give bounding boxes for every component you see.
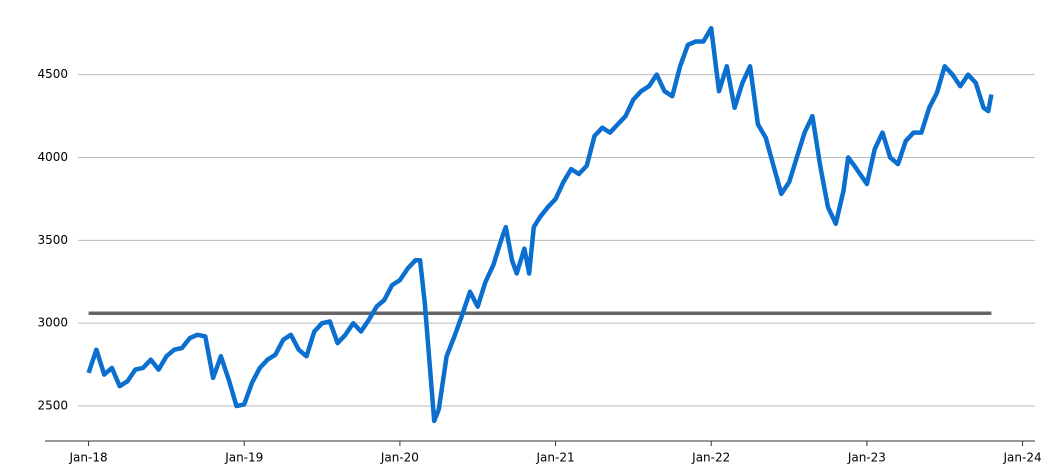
y-tick-label: 2500 [37, 399, 68, 413]
x-tick-label: Jan-21 [536, 451, 575, 465]
y-tick-label: 4000 [37, 150, 68, 164]
y-tick-label: 3500 [37, 233, 68, 247]
x-tick-label: Jan-23 [847, 451, 886, 465]
x-tick-label: Jan-20 [380, 451, 419, 465]
x-tick-label: Jan-18 [69, 451, 108, 465]
x-tick-label: Jan-22 [691, 451, 730, 465]
y-tick-label: 4500 [37, 67, 68, 81]
line [86, 25, 994, 424]
y-tick-label: 3000 [37, 316, 68, 330]
x-tick-label: Jan-24 [1002, 451, 1041, 465]
x-tick-label: Jan-19 [224, 451, 263, 465]
